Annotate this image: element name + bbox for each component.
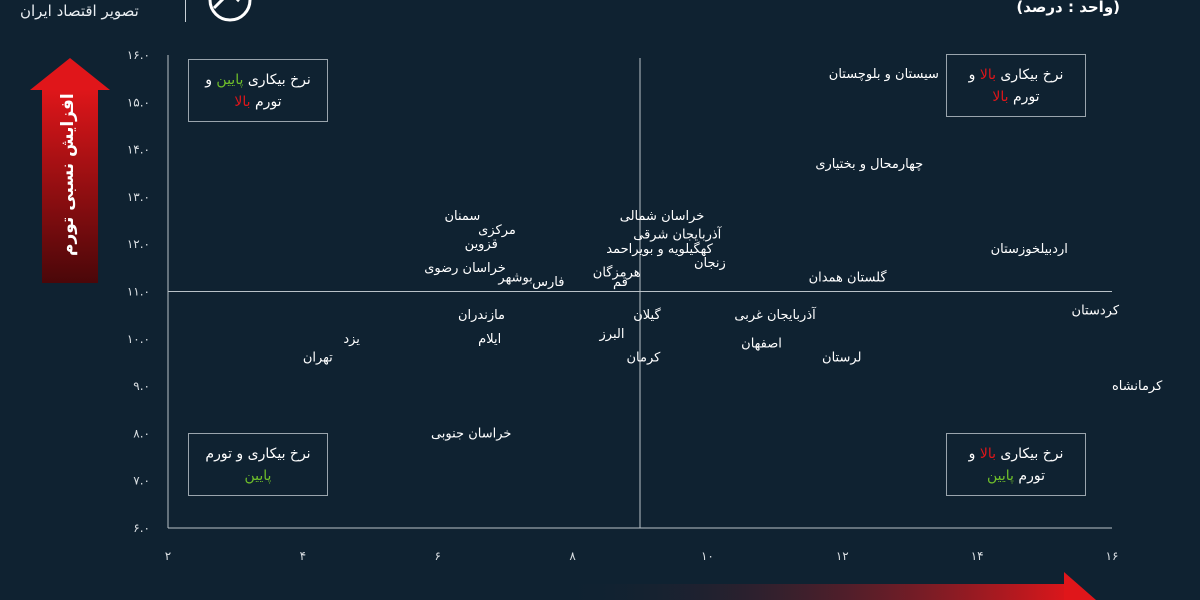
brand: تصویر اقتصاد ایران	[20, 0, 260, 30]
data-point-label: هرمزگان	[593, 265, 641, 281]
data-point-label: کرمان	[627, 351, 662, 366]
data-points: سیستان و بلوچستان چهارمحال و بختیاری خراسا…	[303, 67, 1163, 441]
y-tick-label: ۶.۰	[133, 521, 150, 535]
x-tick-label: ۸	[569, 549, 576, 563]
x-tick-label: ۴	[300, 549, 306, 563]
x-tick-labels: ۲ ۴ ۶ ۸ ۱۰ ۱۲ ۱۴ ۱۶	[165, 549, 1119, 563]
data-point-label: بوشهر	[497, 270, 532, 285]
data-point-label: کردستان	[1072, 303, 1120, 318]
y-tick-labels: ۶.۰ ۷.۰ ۸.۰ ۹.۰ ۱۰.۰ ۱۱.۰ ۱۲.۰ ۱۳.۰ ۱۴.۰ ۱۵.۰ ۱۶.۰	[127, 48, 150, 535]
data-point-label: اردبیلخوزستان	[991, 242, 1068, 257]
data-point-label: اصفهان	[741, 337, 782, 352]
data-point-label: خراسان جنوبی	[431, 426, 511, 441]
y-tick-label: ۱۶.۰	[127, 48, 150, 62]
quadrant-bottom-left: نرخ بیکاری و تورم پایین	[188, 433, 328, 496]
y-tick-label: ۱۴.۰	[127, 143, 150, 157]
y-axis-arrow	[30, 58, 110, 283]
quadrant-top-left: نرخ بیکاری پایین و تورم بالا	[188, 59, 328, 122]
data-point-label: ایلام	[478, 332, 501, 347]
data-point-label: خراسان شمالی	[620, 209, 705, 224]
x-tick-label: ۱۴	[971, 549, 984, 563]
data-point-label: تهران	[303, 351, 333, 366]
data-point-label: چهارمحال و بختیاری	[815, 157, 923, 172]
data-point-label: سمنان	[444, 209, 480, 224]
data-point-label: قم	[613, 275, 628, 290]
data-point-label: خراسان رضوی	[424, 261, 506, 276]
data-point-label: مرکزی	[478, 223, 516, 238]
data-point-label: سیستان و بلوچستان	[829, 67, 939, 82]
x-tick-label: ۱۶	[1106, 549, 1119, 563]
x-tick-label: ۱۲	[836, 549, 849, 563]
y-tick-label: ۹.۰	[133, 379, 150, 393]
y-tick-label: ۱۲.۰	[127, 237, 150, 251]
data-point-label: گلستان همدان	[809, 269, 888, 285]
y-tick-label: ۱۳.۰	[127, 190, 150, 204]
data-point-label: آذربایجان شرقی	[633, 226, 722, 243]
data-point-label: زنجان	[694, 256, 726, 271]
data-point-label: لرستان	[822, 351, 861, 366]
y-tick-label: ۱۰.۰	[127, 332, 150, 346]
y-tick-label: ۸.۰	[133, 426, 150, 440]
data-point-label: کرمانشاه	[1112, 379, 1163, 394]
x-axis-arrow	[560, 572, 1096, 600]
quadrant-bottom-right: نرخ بیکاری بالا و تورم پایین	[946, 433, 1086, 496]
data-point-label: مازندران	[458, 308, 505, 323]
quadrant-top-right: نرخ بیکاری بالا و تورم بالا	[946, 54, 1086, 117]
data-point-label: کهگیلویه و بویراحمد	[606, 241, 713, 257]
data-point-label: قزوین	[465, 237, 498, 252]
x-tick-label: ۱۰	[701, 549, 714, 563]
unit-label: (واحد : درصد)	[1016, 0, 1120, 16]
y-axis-title: افزایش نسبی تورم	[58, 93, 78, 257]
brand-logo-icon	[208, 0, 252, 22]
y-tick-label: ۱۱.۰	[127, 285, 150, 299]
data-point-label: گیلان	[633, 307, 661, 323]
data-point-label: فارس	[532, 275, 564, 290]
brand-name: تصویر اقتصاد ایران	[20, 2, 139, 20]
brand-divider	[185, 0, 186, 22]
x-tick-label: ۲	[165, 549, 171, 563]
data-point-label: البرز	[599, 327, 625, 342]
y-tick-label: ۷.۰	[133, 474, 150, 488]
x-tick-label: ۶	[434, 549, 440, 563]
y-tick-label: ۱۵.۰	[127, 95, 150, 109]
data-point-label: یزد	[343, 332, 360, 347]
data-point-label: آذربایجان غربی	[734, 306, 817, 323]
